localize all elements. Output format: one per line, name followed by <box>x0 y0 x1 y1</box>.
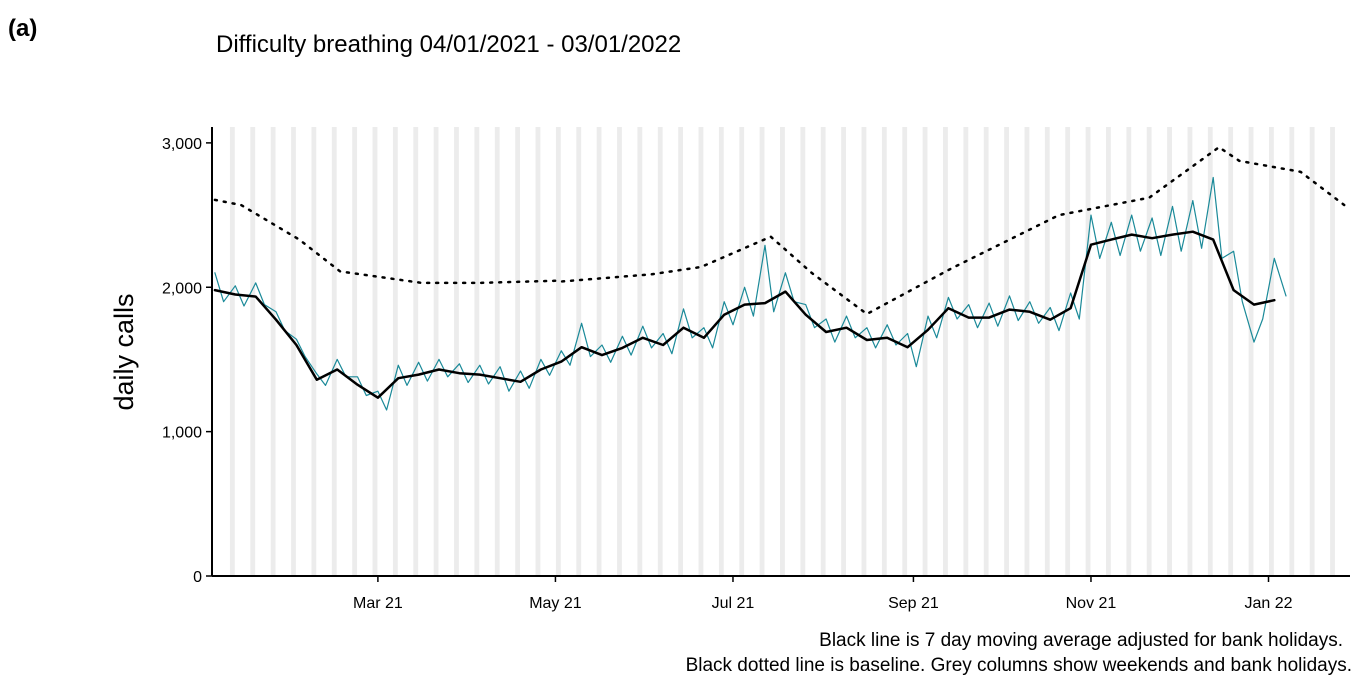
weekend-column <box>881 127 887 576</box>
chart-title: Difficulty breathing 04/01/2021 - 03/01/… <box>216 31 681 58</box>
y-axis-label: daily calls <box>109 293 139 410</box>
weekend-column <box>617 127 622 576</box>
weekend-column <box>983 127 989 576</box>
weekend-column <box>800 127 806 576</box>
weekend-column <box>841 127 846 576</box>
weekend-column <box>1004 127 1009 576</box>
weekend-column <box>1269 127 1274 576</box>
weekend-column <box>331 127 337 576</box>
weekend-column <box>250 127 256 576</box>
weekend-column <box>535 127 541 576</box>
weekend-column <box>718 127 724 576</box>
x-tick-label: May 21 <box>529 595 582 612</box>
panel-label: (a) <box>8 15 37 42</box>
weekend-column <box>1309 127 1315 576</box>
weekend-column <box>1065 127 1071 576</box>
x-tick-label: Sep 21 <box>888 595 939 612</box>
weekend-column <box>780 127 785 576</box>
weekend-column <box>1330 127 1335 576</box>
x-tick-label: Jan 22 <box>1244 595 1292 612</box>
y-tick-label: 1,000 <box>162 425 202 442</box>
series-line <box>213 230 1276 399</box>
series-line <box>213 145 1346 316</box>
weekend-column <box>576 127 582 576</box>
weekend-column <box>1126 127 1132 576</box>
weekend-column <box>1044 127 1050 576</box>
weekend-column <box>902 127 908 576</box>
y-tick-label: 2,000 <box>162 280 202 297</box>
weekend-column <box>1024 127 1030 576</box>
weekend-column <box>1248 127 1254 576</box>
weekend-column <box>596 127 602 576</box>
weekend-column <box>1167 127 1172 576</box>
note: Black dotted line is baseline. Grey colu… <box>686 655 1352 675</box>
y-tick-label: 3,000 <box>162 136 202 153</box>
weekend-column <box>555 127 561 576</box>
weekend-column <box>943 127 948 576</box>
weekend-column <box>861 127 867 576</box>
weekend-column <box>229 127 235 576</box>
weekend-column <box>637 127 643 576</box>
weekend-column <box>820 127 826 576</box>
weekend-column <box>1187 127 1193 576</box>
weekend-column <box>657 127 663 576</box>
weekend-column <box>1289 127 1295 576</box>
weekend-column <box>311 127 317 576</box>
x-tick-label: Nov 21 <box>1066 595 1117 612</box>
x-tick-label: Jul 21 <box>712 595 755 612</box>
y-tick-label: 0 <box>193 569 202 586</box>
note: Black line is 7 day moving average adjus… <box>819 630 1343 651</box>
weekend-column <box>270 127 276 576</box>
weekend-column <box>474 127 480 576</box>
weekend-column <box>922 127 928 576</box>
weekend-column <box>433 127 439 576</box>
weekend-column <box>759 127 765 576</box>
weekend-column <box>739 127 745 576</box>
weekend-column <box>1207 127 1213 576</box>
weekend-column <box>515 127 521 576</box>
weekend-column <box>1085 127 1091 576</box>
weekend-column <box>413 127 419 576</box>
weekend-column <box>678 127 683 576</box>
weekend-column <box>291 127 296 576</box>
weekend-column <box>698 127 704 576</box>
weekend-column <box>392 127 398 576</box>
weekend-column <box>1146 127 1152 576</box>
weekend-column <box>1228 127 1234 576</box>
weekend-column <box>454 127 459 576</box>
weekend-column <box>372 127 378 576</box>
weekend-column <box>494 127 500 576</box>
x-tick-label: Mar 21 <box>353 595 403 612</box>
weekend-column <box>352 127 358 576</box>
weekend-columns <box>229 127 1335 576</box>
weekend-column <box>1106 127 1111 576</box>
weekend-column <box>963 127 969 576</box>
